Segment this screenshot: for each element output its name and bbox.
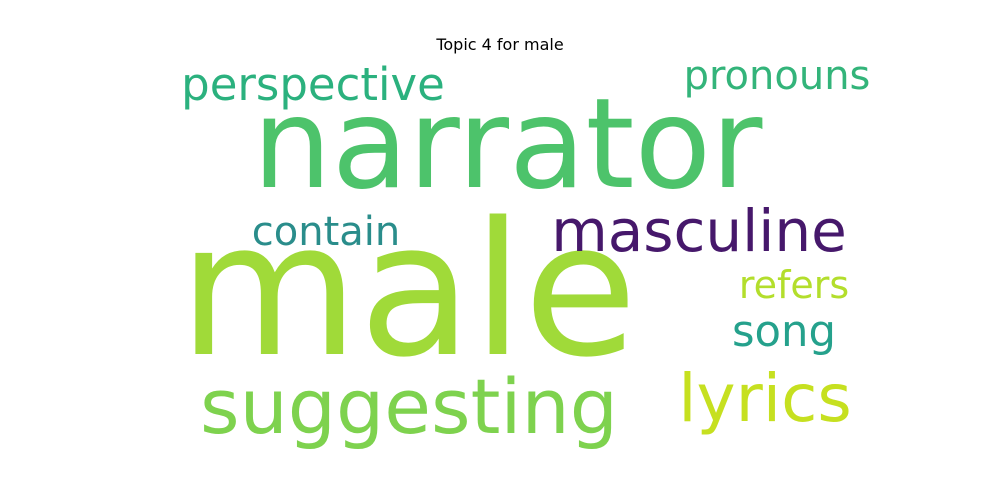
word-contain: contain [251,209,401,255]
word-masculine: masculine [551,197,847,265]
word-pronouns: pronouns [683,53,871,99]
figure-title: Topic 4 for male [436,35,564,54]
word-narrator: narrator [252,72,763,217]
word-lyrics: lyrics [678,360,852,437]
word-song: song [732,307,836,358]
word-suggesting: suggesting [200,361,618,451]
word-perspective: perspective [181,58,445,111]
word-male: male [178,182,638,398]
word-refers: refers [738,263,850,307]
